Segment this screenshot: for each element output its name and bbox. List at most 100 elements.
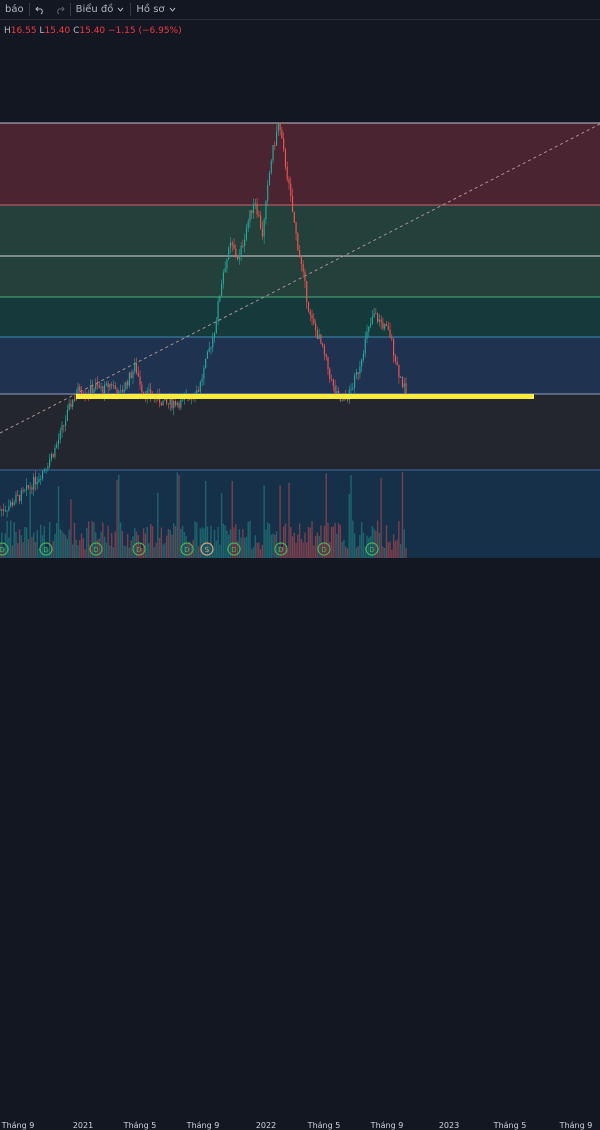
volume-bar [102,522,104,558]
candle-body [2,509,5,511]
candle-body [272,145,274,161]
candle-body [93,389,95,393]
candle-body [332,379,334,386]
volume-bar [79,540,81,558]
support-line[interactable] [76,394,534,399]
chart-type-label: Biểu đồ [75,4,114,15]
candle-body [119,389,122,391]
chart-type-dropdown[interactable]: Biểu đồ [71,0,131,19]
profile-dropdown[interactable]: Hồ sơ [131,0,181,19]
alerts-button[interactable]: báo [0,0,29,19]
candle-body [121,389,123,393]
marker-label: D [136,546,141,554]
volume-zone [0,470,600,558]
volume-bar [144,533,147,558]
volume-bar [392,534,395,558]
volume-bar [288,482,290,558]
volume-bar [359,535,361,558]
marker-label: D [0,546,5,554]
undo-button[interactable] [30,0,50,19]
volume-bar [398,520,400,558]
candle-body [270,160,272,173]
candle-body [238,254,240,260]
candle-body [316,329,318,339]
volume-bar [302,542,304,558]
candle-body [17,494,19,496]
dividend-marker[interactable] [180,542,194,556]
volume-bar [387,542,389,558]
candle-body [254,203,256,206]
volume-bar [25,527,28,558]
volume-bar [258,542,260,558]
redo-button[interactable] [50,0,70,19]
volume-bar [279,485,281,558]
dividend-marker[interactable] [132,542,146,556]
volume-bar [325,473,327,558]
volume-bar [173,523,175,558]
candle-body [68,403,70,411]
candle-body [304,271,306,281]
candle-body [38,479,40,482]
volume-bar [185,535,187,558]
volume-bar [56,523,58,558]
volume-bar [243,537,246,558]
split-marker[interactable] [200,542,214,556]
candle-body [182,399,184,401]
dividend-marker[interactable] [317,542,331,556]
volume-bar [149,523,152,558]
candle-body [178,403,180,408]
volume-bar [274,534,276,558]
candle-body [325,354,327,357]
candle-body [25,485,28,490]
dividend-marker[interactable] [365,542,379,556]
candle-body [79,386,81,392]
candle-body [1,509,3,511]
x-tick-label: Tháng 5 [123,1121,157,1130]
candle-body [300,257,302,265]
candle-body [141,384,143,392]
volume-bar [52,540,54,558]
volume-bar [80,533,83,558]
marker-label: D [321,546,326,554]
candle-body [242,245,244,247]
trend-line[interactable] [0,123,600,434]
candle-body [226,259,228,269]
candle-body [224,268,226,273]
candle-body [203,367,205,379]
volume-bar [196,522,198,558]
volume-bar [105,542,108,558]
candle-body [385,324,388,326]
candle-body [401,377,404,387]
dividend-marker[interactable] [89,542,103,556]
low-label: L [39,26,45,36]
dividend-marker[interactable] [274,542,288,556]
volume-bar [89,547,92,558]
volume-bar [20,535,22,558]
candle-body [34,476,37,485]
volume-bar [261,544,264,558]
candle-body [392,338,395,356]
dividend-marker[interactable] [39,542,53,556]
candle-body [353,375,356,388]
volume-bar [316,532,319,558]
x-tick-label: 2022 [255,1121,277,1130]
volume-bar [204,480,207,558]
candle-body [31,487,33,490]
candle-body [256,203,258,215]
undo-icon [34,6,43,14]
volume-bar [41,535,44,558]
candle-body [128,372,131,386]
dividend-marker[interactable] [227,542,241,556]
alerts-label: báo [5,4,24,15]
volume-bar [304,532,306,558]
volume-bar [18,529,21,558]
candle-body [229,242,232,248]
dividend-marker[interactable] [0,542,9,556]
candle-body [189,398,191,400]
volume-bar [313,545,315,558]
candle-body [306,280,308,302]
time-axis[interactable]: Tháng 9 2021 Tháng 5 Tháng 9 2022 Tháng … [0,558,600,1130]
volume-bar [77,545,79,558]
candle-body [89,385,92,395]
